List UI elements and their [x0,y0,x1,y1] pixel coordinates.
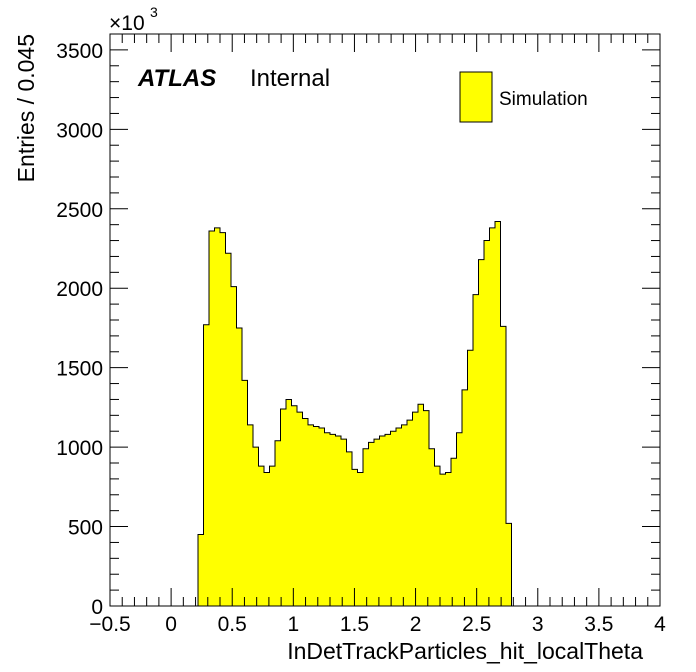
histogram-bar [346,451,353,606]
histogram-bar [484,240,490,607]
histogram-layer [197,220,512,607]
histogram-bar [379,435,386,606]
histogram-bar [462,389,468,606]
histogram-bar [489,227,496,606]
x-tick-label: 1 [287,613,299,636]
histogram-bar [385,434,391,606]
axis-ticks [109,33,661,607]
y-tick-label: 2000 [56,278,103,301]
histogram-bar [324,432,331,606]
y-tick-label: 1000 [56,437,103,460]
histogram-bar [341,439,347,606]
histogram-bar [286,399,292,606]
y-tick-label: 2500 [56,199,103,222]
histogram-bar [236,327,243,606]
histogram-bar [396,428,402,606]
histogram-bar [280,408,287,606]
x-tick-label: 0 [165,613,177,636]
legend: Simulation [459,71,588,123]
y-axis-title: Entries / 0.045 [13,34,39,182]
histogram-bar [214,227,221,606]
histogram-bar [506,523,512,606]
x-tick-label: 2.5 [462,613,491,636]
y-tick-label: 500 [68,517,103,540]
histogram-bar [231,286,237,606]
y-tick-label: 0 [91,596,103,619]
legend-label: Simulation [499,89,588,110]
x-tick-label: −0.5 [89,613,130,636]
histogram-bar [374,439,380,606]
histogram-bar [209,231,215,606]
histogram-bar [368,442,375,606]
atlas-label: ATLAS Internal [137,65,330,92]
y-multiplier: ×10 3 [109,4,158,35]
histogram-bar [445,472,452,606]
x-tick-label: 2 [410,613,422,636]
histogram-bar [451,458,457,606]
y-tick-label: 3500 [56,40,103,63]
histogram-bar [308,424,314,606]
x-tick-label: 3.5 [584,613,613,636]
histogram-bar [258,466,265,606]
x-axis-title: InDetTrackParticles_hit_localTheta [287,638,643,664]
histogram-bar [297,412,303,606]
x-tick-label: 0.5 [218,613,247,636]
histogram-outline [197,220,512,606]
y-tick-label: 3000 [56,119,103,142]
histogram-bar [456,432,463,606]
histogram-bar [401,424,408,606]
histogram-bar [313,426,320,606]
x-tick-label: 3 [532,613,544,636]
histogram-bar [269,466,276,606]
x-tick-label: 1.5 [340,613,369,636]
histogram-bar [225,253,232,606]
y-multiplier-base: ×10 [109,12,145,35]
histogram-bar [335,435,342,606]
histogram-bar [330,434,336,606]
histogram-bar [203,324,210,606]
y-multiplier-exponent: 3 [150,4,158,20]
histogram-bar [467,350,474,606]
histogram-bar [473,294,479,606]
histogram-bar [500,326,507,606]
histogram-bar [440,474,446,606]
histogram-bar [412,412,419,606]
histogram-bar [407,420,413,606]
histogram-bar [247,424,254,606]
atlas-label-bold: ATLAS [137,65,216,92]
plot-frame [109,33,661,607]
histogram-bar [242,380,248,606]
histogram-bar [275,440,281,606]
histogram-bar [352,469,358,606]
histogram-bar [418,404,424,606]
histogram-bar [253,447,259,606]
histogram-bar [220,232,226,606]
histogram-bar [495,221,501,606]
histogram-bar [478,259,485,606]
histogram-bar [291,405,298,606]
histogram-bar [302,418,309,606]
histogram-bar [429,448,435,606]
y-tick-label: 1500 [56,358,103,381]
histogram-bar [434,466,441,606]
tick-labels: −0.5 0 0.5 1 1.5 2 2.5 3 3.5 40500100015002000250… [56,40,666,636]
histogram-bar [319,428,325,606]
histogram-bar [423,410,430,606]
histogram-bar [363,448,369,606]
histogram-bar [264,472,270,606]
legend-swatch [459,71,493,123]
histogram-bar [357,472,364,606]
atlas-label-text: Internal [250,65,330,92]
histogram-bar [198,534,204,606]
histogram-bar [390,431,397,606]
x-tick-label: 4 [654,613,666,636]
